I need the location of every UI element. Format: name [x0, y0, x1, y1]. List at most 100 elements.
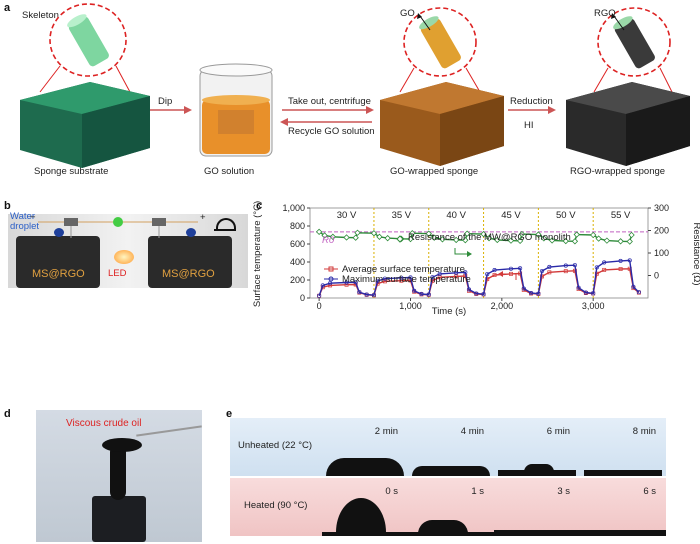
series-point — [627, 258, 632, 263]
series-point — [521, 286, 526, 291]
series-point — [354, 229, 361, 236]
reduction-label: Reduction — [510, 96, 553, 107]
series-point — [481, 292, 486, 297]
y-axis-label: Surface temperature (°C) — [252, 201, 263, 307]
go-label: GO — [400, 8, 415, 19]
series-point — [518, 266, 523, 271]
unheated-row: Unheated (22 °C) 2 min 4 min 6 min 8 min — [230, 418, 667, 476]
rgo-wrapped-sponge-image — [566, 82, 690, 166]
series-point — [507, 237, 515, 244]
y-tick-label: 600 — [290, 239, 305, 249]
series-point — [535, 231, 542, 238]
led-glow — [114, 250, 134, 264]
series-point — [602, 267, 607, 272]
unheated-frame-1: 2 min — [322, 418, 409, 476]
unheated-label-cell: Unheated (22 °C) — [230, 418, 323, 476]
sample-left-label: MS@RGO — [32, 268, 85, 280]
series-point — [328, 281, 333, 286]
series-point — [320, 283, 325, 288]
minus-label: − — [30, 212, 36, 223]
heated-frame-2: 1 s — [408, 478, 495, 536]
series-point — [563, 269, 568, 274]
r0-label: R0 — [322, 235, 335, 246]
series-point — [590, 231, 597, 239]
rgo-zoom-circle — [597, 7, 671, 77]
series-point — [618, 258, 623, 263]
heated-frame-1: 0 s — [322, 478, 409, 536]
series-point — [321, 232, 328, 239]
series-point — [494, 236, 501, 244]
series-point — [364, 292, 369, 297]
series-point — [591, 291, 596, 296]
plus-label: + — [200, 212, 206, 223]
series-point — [583, 290, 588, 295]
series-point — [572, 263, 577, 268]
recycle-arrow — [280, 118, 288, 126]
voltage-label: 35 V — [392, 210, 412, 221]
caption-rgo-wrapped: RGO-wrapped sponge — [570, 166, 666, 177]
series-point — [317, 293, 322, 298]
sample-right-label: MS@RGO — [162, 268, 215, 280]
series-point — [419, 291, 424, 297]
series-point — [602, 260, 607, 265]
water-droplet-left — [54, 228, 64, 237]
x-tick-label: 2,000 — [491, 301, 514, 311]
panel-b-circuit — [38, 217, 198, 238]
series-point — [352, 234, 359, 241]
skeleton-zoom-circle — [49, 3, 127, 77]
series-point — [628, 231, 635, 239]
series-point — [431, 234, 438, 241]
series-point — [409, 230, 416, 237]
panel-c-chart: 30 V 35 V 40 V 45 V 50 V 55 V 0 1,000 2,000 3,00… — [252, 201, 700, 317]
water-droplet-label: Water droplet — [10, 211, 40, 232]
legend-resistance: Resistance of the MW@RGO monolith — [408, 232, 571, 243]
series-point — [594, 265, 599, 270]
series-point — [576, 285, 581, 290]
series-point — [480, 230, 487, 238]
series-point — [562, 237, 569, 245]
axis-arrow-right — [454, 248, 470, 255]
series-point — [573, 231, 580, 238]
series-point — [547, 264, 552, 270]
series-point — [344, 280, 349, 285]
unheated-frame-3: 6 min — [494, 418, 581, 476]
unheated-label: Unheated (22 °C) — [238, 440, 313, 451]
series-point — [536, 291, 541, 296]
series-point — [408, 275, 413, 280]
series-point — [626, 238, 633, 245]
rgo-rod — [613, 16, 655, 69]
panel-label-d: d — [4, 408, 11, 420]
series-point — [463, 230, 471, 237]
sample-left-block — [16, 236, 100, 288]
voltage-label: 55 V — [611, 210, 631, 221]
series-point — [508, 266, 514, 271]
sample-right-block — [148, 236, 232, 288]
crude-oil-label: Viscous crude oil — [66, 418, 142, 429]
go-solution-beaker — [199, 63, 273, 157]
axis-arrow-left-head — [498, 271, 503, 277]
series-point — [492, 273, 497, 277]
series-point — [399, 275, 404, 280]
y2-axis-label: Resistance (Ω) — [691, 222, 700, 285]
series-point — [371, 293, 376, 298]
series-point — [474, 291, 479, 296]
axis-arrow-left — [500, 273, 517, 280]
series-point — [315, 228, 323, 236]
led-label: LED — [108, 268, 127, 279]
series-point — [595, 235, 602, 242]
heated-frame-3: 3 s — [494, 478, 581, 536]
legend-marker-average — [328, 266, 334, 272]
series-point — [370, 230, 378, 237]
series-point — [518, 230, 526, 238]
dip-label: Dip — [158, 96, 173, 107]
sponge-substrate-image — [20, 82, 150, 168]
series-point — [466, 287, 472, 292]
y2-tick-label: 200 — [654, 226, 669, 236]
take-out-arrow — [366, 106, 374, 114]
panel-label-c: c — [256, 200, 263, 212]
recycle-label: Recycle GO solution — [288, 126, 375, 137]
series-point — [540, 235, 548, 242]
unheated-frame-2: 4 min — [408, 418, 495, 476]
panel-label-a: a — [4, 2, 11, 14]
y2-tick-label: 0 — [654, 271, 659, 281]
